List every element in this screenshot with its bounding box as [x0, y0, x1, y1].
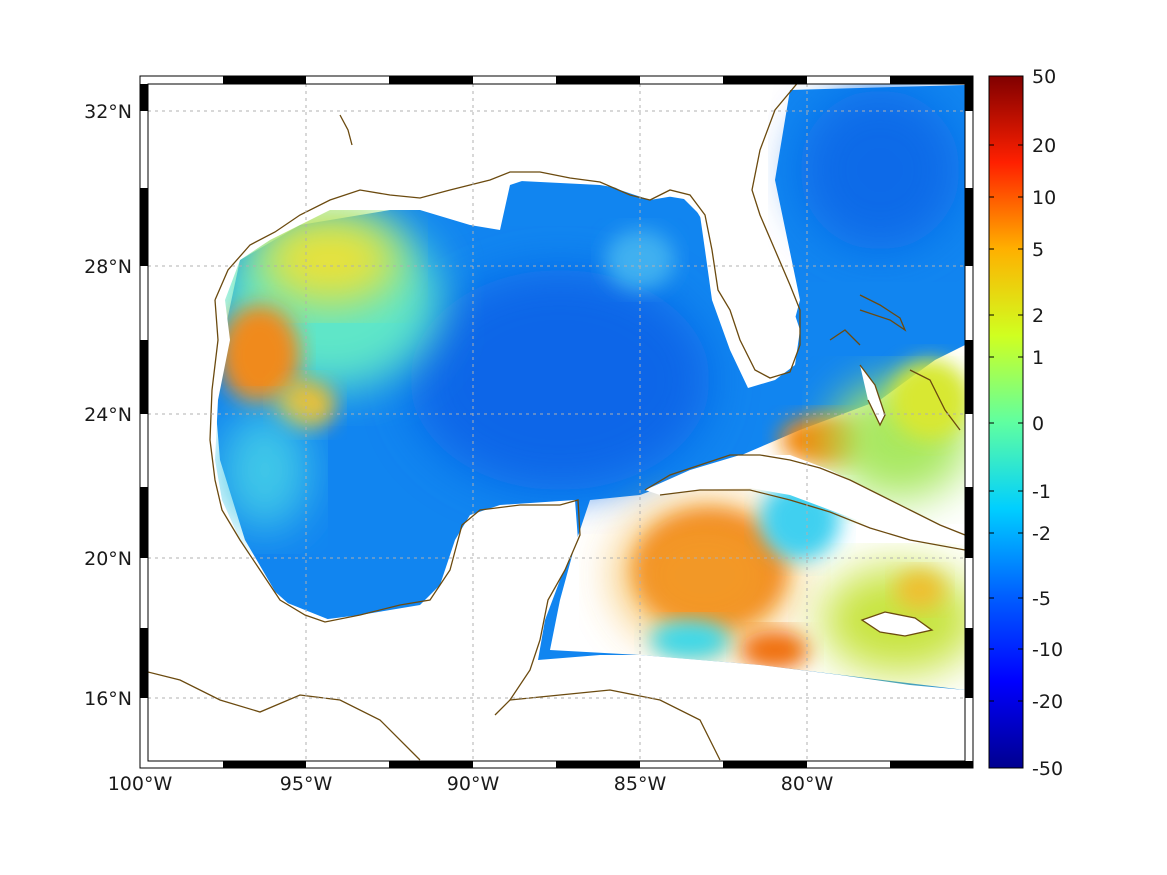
colorbar-tick-label: 20: [1032, 135, 1056, 157]
colorbar-tick-label: 5: [1032, 239, 1044, 261]
colorbar-tick-label: -2: [1032, 523, 1051, 545]
lon-label: 95°W: [280, 773, 333, 795]
colorbar-tick-label: -5: [1032, 588, 1051, 610]
colorbar-tick-label: 2: [1032, 305, 1044, 327]
coastline: [148, 84, 965, 761]
latitude-labels: 32°N 28°N 24°N 20°N 16°N: [84, 101, 132, 710]
lat-label: 16°N: [84, 688, 132, 710]
lat-label: 20°N: [84, 548, 132, 570]
lon-label: 80°W: [781, 773, 834, 795]
colorbar-tick-label: -1: [1032, 481, 1051, 503]
colorbar-tick-label: -10: [1032, 639, 1063, 661]
colorbar-tick-label: -50: [1032, 758, 1063, 780]
colorbar-tick-label: 50: [1032, 66, 1056, 88]
colorbar-tick-label: 10: [1032, 187, 1056, 209]
colorbar-tick-label: 0: [1032, 413, 1044, 435]
graticule: [148, 84, 965, 761]
lat-label: 28°N: [84, 256, 132, 278]
lat-label: 24°N: [84, 404, 132, 426]
lat-label: 32°N: [84, 101, 132, 123]
colorbar-tick-label: 1: [1032, 347, 1044, 369]
colorbar-tick-label: -20: [1032, 691, 1063, 713]
longitude-labels: 100°W 95°W 90°W 85°W 80°W: [108, 773, 834, 795]
data-field: [148, 84, 965, 761]
map-border: [139, 75, 974, 769]
lon-label: 85°W: [614, 773, 667, 795]
lon-label: 90°W: [447, 773, 500, 795]
colorbar-ramp: [988, 75, 1024, 769]
lon-label: 100°W: [108, 773, 173, 795]
